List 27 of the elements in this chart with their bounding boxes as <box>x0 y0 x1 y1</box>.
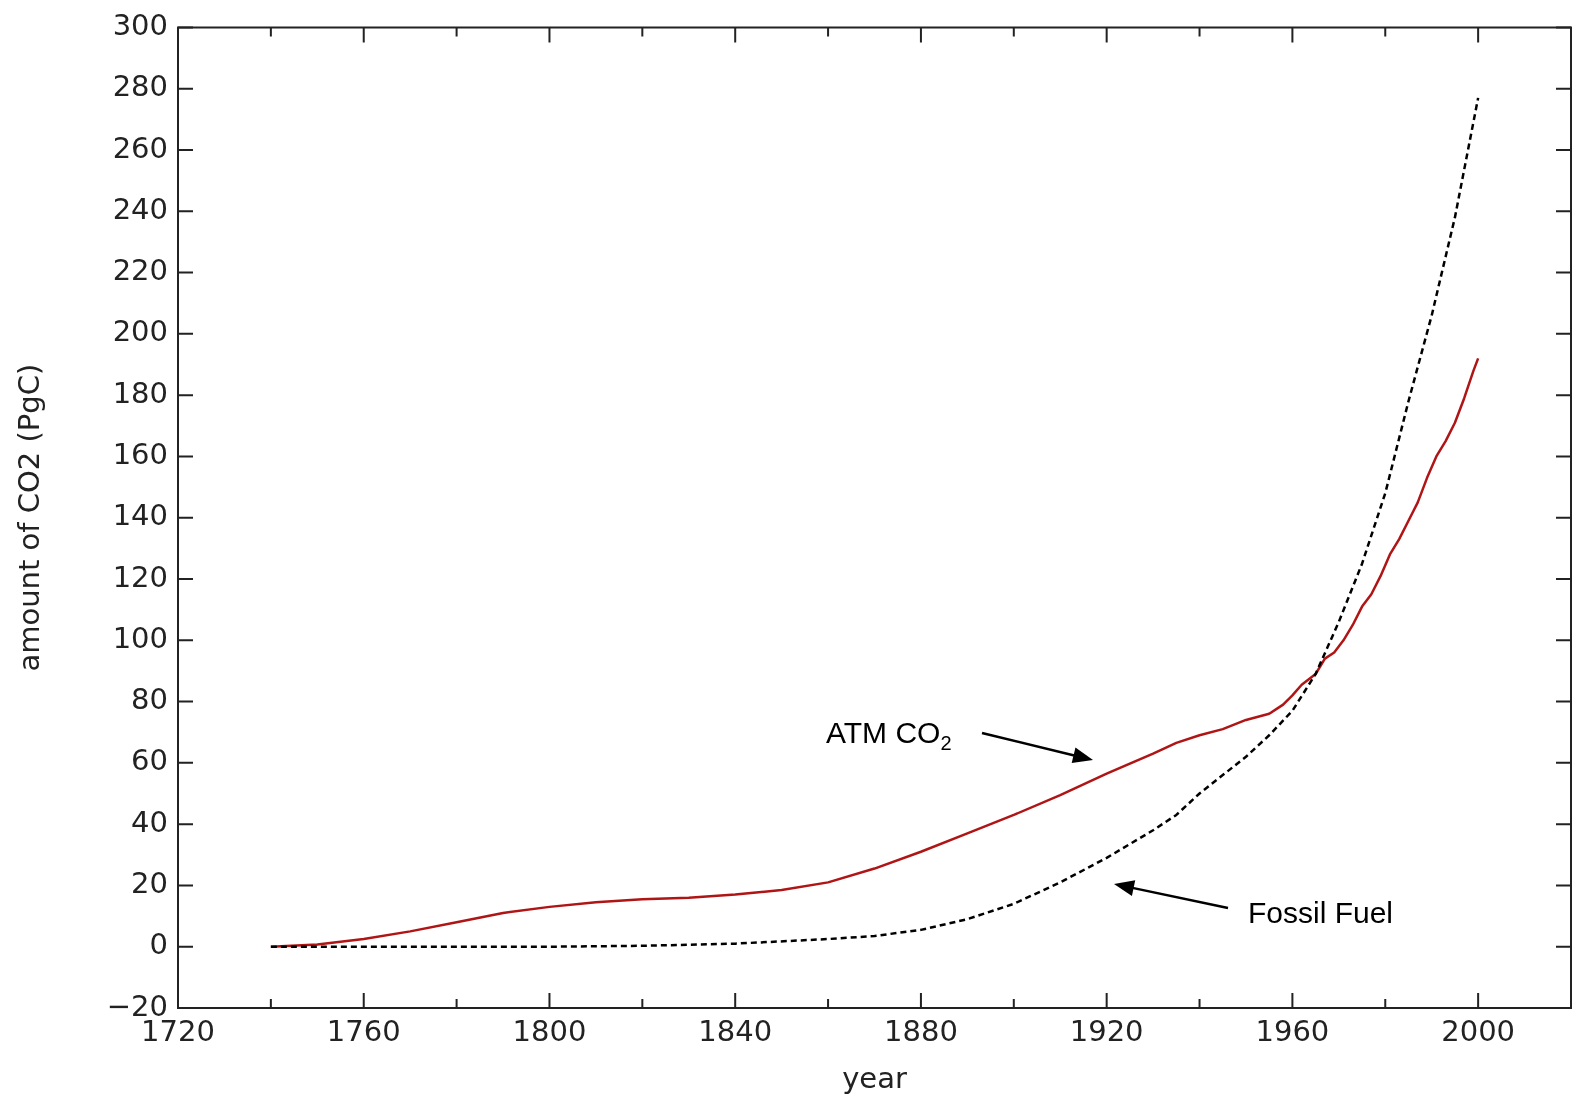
y-tick-label: 240 <box>112 191 168 226</box>
y-tick-label: 120 <box>112 559 168 594</box>
y-tick-label: 20 <box>131 865 168 900</box>
y-tick-label: 140 <box>112 498 168 533</box>
y-tick-label: 100 <box>112 620 168 655</box>
y-tick-label: 0 <box>149 927 168 962</box>
y-tick-label: 180 <box>112 375 168 410</box>
x-axis-title: year <box>842 1061 907 1096</box>
x-tick-label: 1960 <box>1255 1013 1330 1048</box>
y-tick-label: 80 <box>131 682 168 717</box>
x-tick-label: 1800 <box>512 1013 587 1048</box>
y-tick-label: 260 <box>112 130 168 165</box>
y-tick-label: 40 <box>131 804 168 839</box>
y-tick-label: 280 <box>112 69 168 104</box>
x-tick-label: 2000 <box>1441 1013 1516 1048</box>
y-tick-label: 220 <box>112 253 168 288</box>
annotation: ATM CO$_{2}$ <box>826 715 952 756</box>
y-tick-label: 200 <box>112 314 168 349</box>
x-tick-label: 1880 <box>884 1013 958 1048</box>
x-tick-label: 1760 <box>326 1013 401 1048</box>
x-tick-label: 1920 <box>1069 1013 1144 1048</box>
x-tick-label: 1840 <box>698 1013 773 1048</box>
y-tick-label: 60 <box>131 743 168 778</box>
annotation: Fossil Fuel <box>1248 895 1394 931</box>
y-tick-label: 300 <box>112 7 168 42</box>
y-axis-title: amount of CO2 (PgC) <box>11 363 46 672</box>
y-tick-label: 160 <box>112 436 168 471</box>
